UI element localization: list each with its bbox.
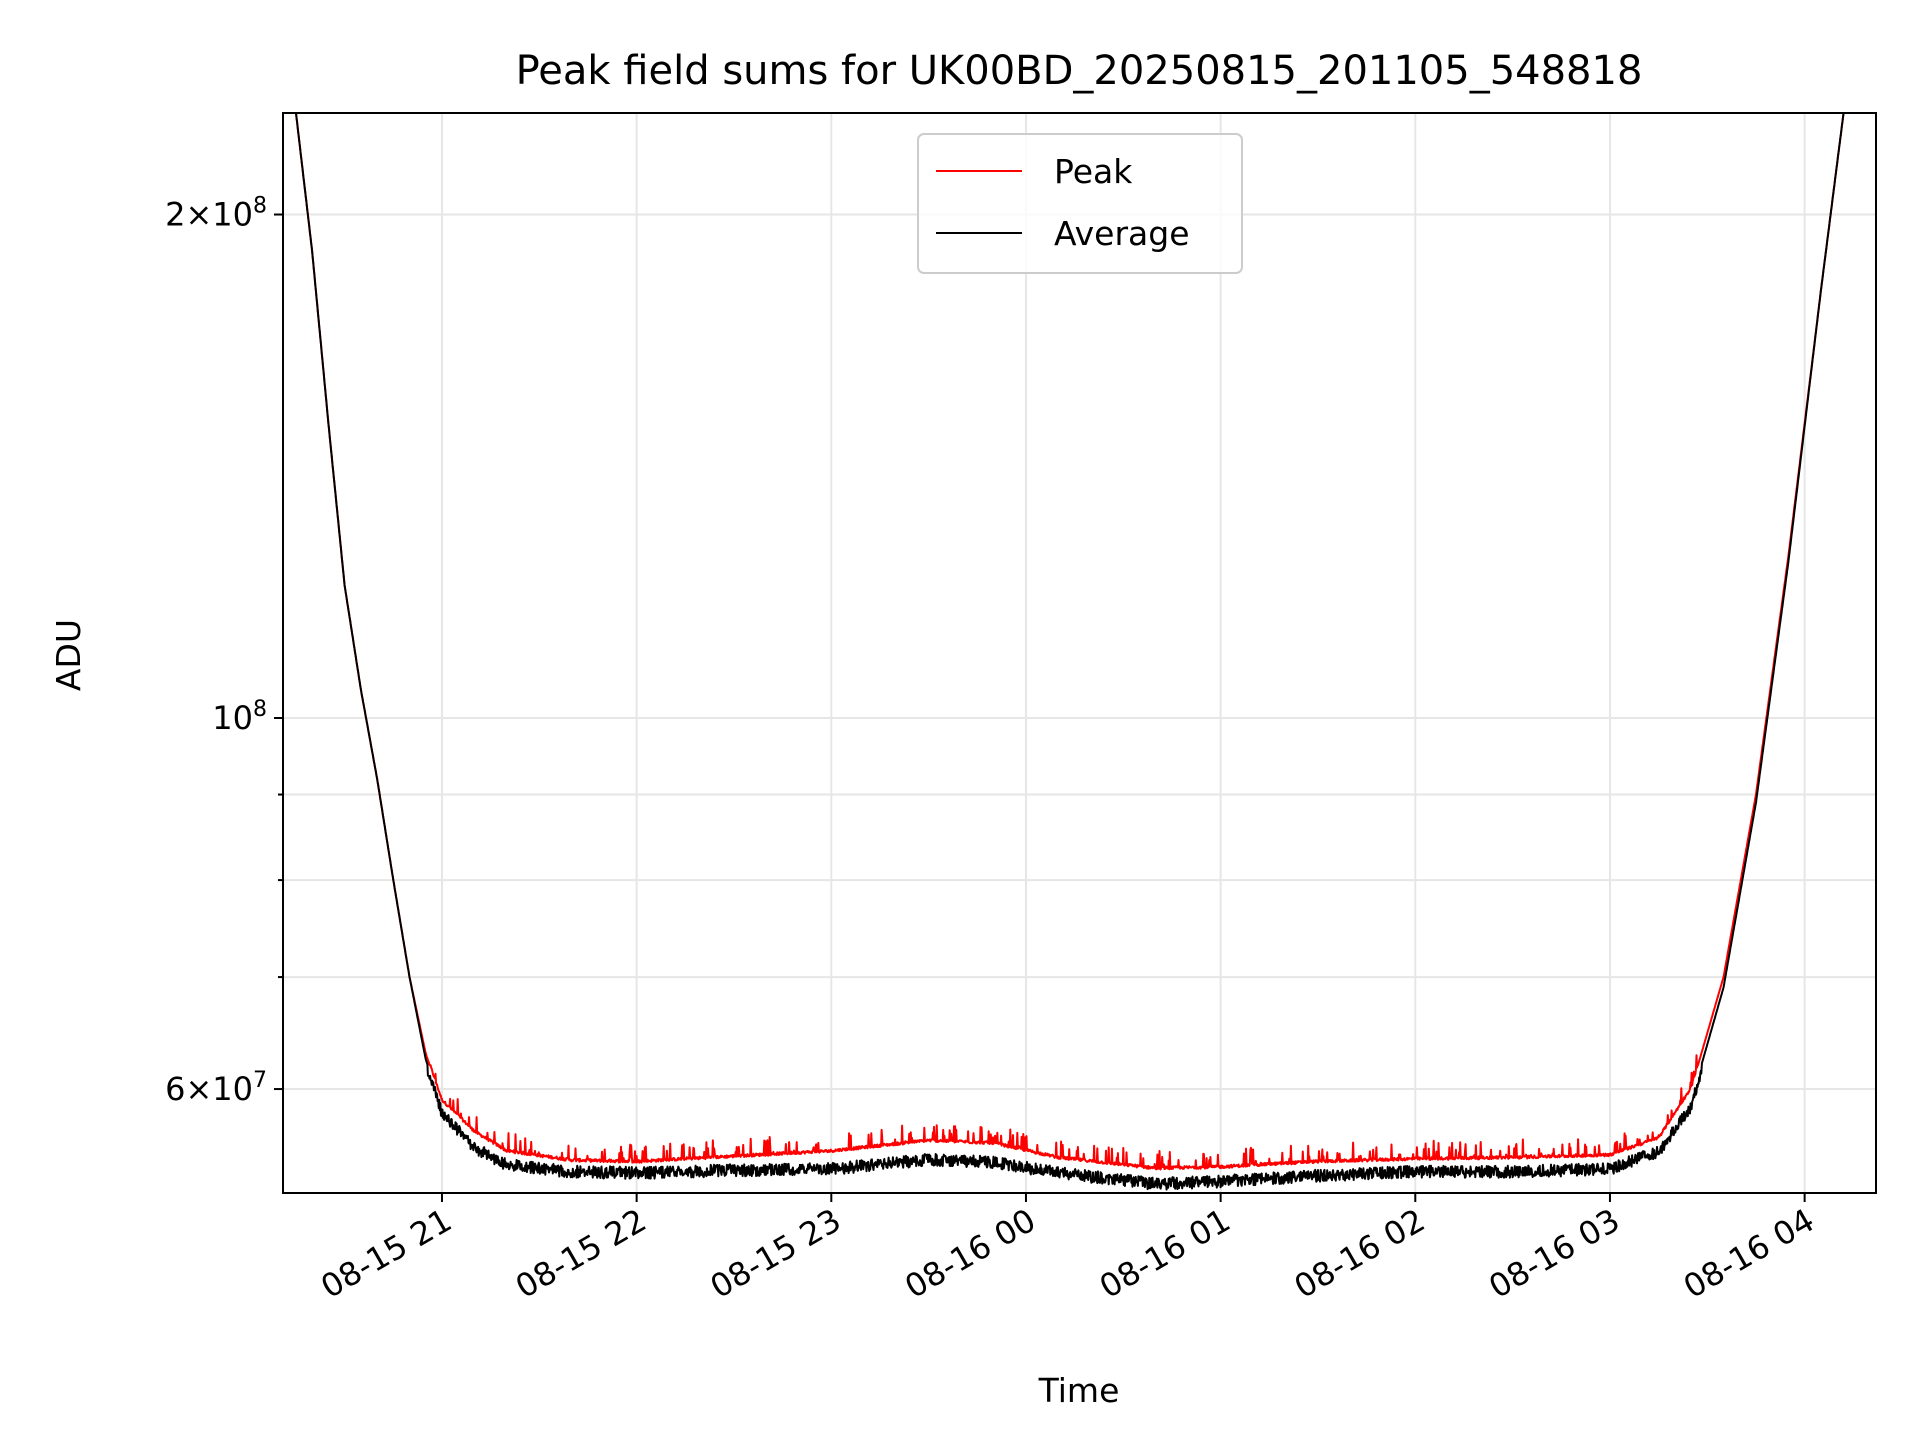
legend[interactable]: Peak Average [917, 133, 1243, 274]
y-axis-label: ADU [49, 619, 88, 691]
legend-average-label: Average [1054, 214, 1190, 253]
y-tick-label: 2×108 [165, 194, 267, 234]
y-tick-mantissa: 6× [165, 1070, 212, 1108]
y-tick-label: 6×107 [165, 1068, 267, 1108]
y-tick-base: 10 [212, 699, 253, 737]
y-tick-base: 10 [212, 196, 253, 234]
y-tick-mantissa: 2× [165, 196, 212, 234]
legend-box [917, 133, 1243, 274]
y-tick-exponent: 8 [253, 194, 267, 219]
y-tick-label: 108 [212, 697, 267, 737]
x-axis-label: Time [1038, 1371, 1120, 1410]
series-line-average [283, 113, 1876, 1191]
series-line-peak [283, 113, 1876, 1171]
plot-area-frame [282, 112, 1877, 1194]
legend-peak-label: Peak [1054, 152, 1133, 191]
chart-title: Peak field sums for UK00BD_20250815_2011… [516, 48, 1643, 94]
series-layer [283, 113, 1876, 1191]
y-tick-exponent: 8 [253, 697, 267, 722]
y-tick-base: 10 [212, 1070, 253, 1108]
y-tick-exponent: 7 [253, 1068, 267, 1093]
